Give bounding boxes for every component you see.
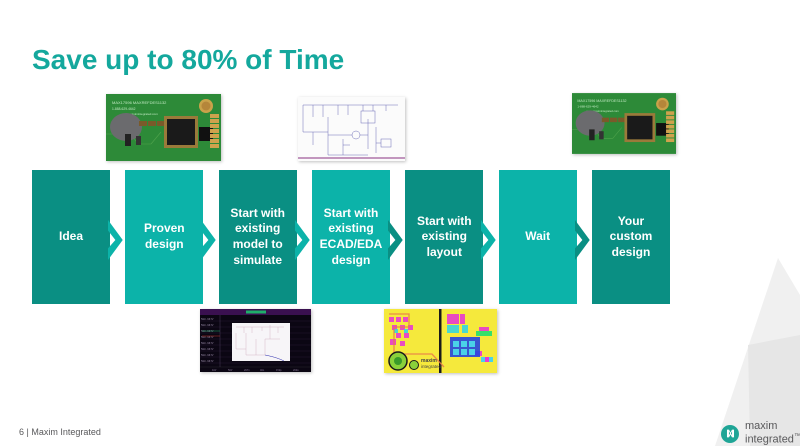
svg-text:50V: 50V (228, 369, 233, 372)
svg-text:500.967V: 500.967V (201, 348, 214, 351)
svg-text:MAX17596 MAXREFDES1132: MAX17596 MAXREFDES1132 (112, 100, 167, 105)
svg-text:integrated: integrated (421, 364, 442, 369)
svg-text:500.967V: 500.967V (201, 330, 214, 333)
svg-text:207n: 207n (244, 369, 250, 372)
svg-text:500.967V: 500.967V (201, 336, 214, 339)
svg-text:500.967V: 500.967V (201, 324, 214, 327)
svg-text:MAX17596 MAXREFDES1132: MAX17596 MAXREFDES1132 (577, 99, 626, 103)
svg-text:1-888-629-4642: 1-888-629-4642 (577, 105, 598, 109)
svg-text:500.967V: 500.967V (201, 354, 214, 357)
svg-text:150p: 150p (276, 369, 282, 372)
svg-text:500.967V: 500.967V (201, 360, 214, 363)
svg-text:500.967V: 500.967V (201, 318, 214, 321)
svg-text:1-888-629-4642: 1-888-629-4642 (112, 107, 136, 111)
svg-text:10V: 10V (212, 369, 217, 372)
svg-text:200u: 200u (293, 369, 299, 372)
svg-text:40L: 40L (260, 369, 265, 372)
svg-text:500.967V: 500.967V (201, 342, 214, 345)
